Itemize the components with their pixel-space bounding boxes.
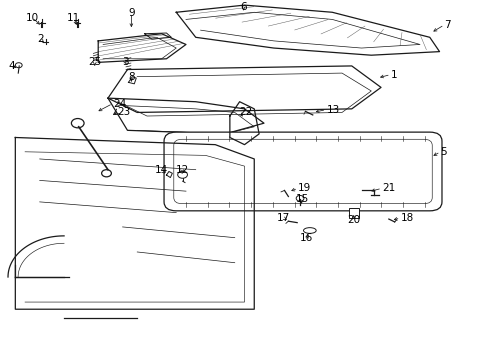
Polygon shape bbox=[15, 138, 254, 309]
Polygon shape bbox=[128, 77, 136, 84]
Text: 2: 2 bbox=[37, 34, 44, 44]
Text: 13: 13 bbox=[326, 105, 339, 114]
Text: 23: 23 bbox=[118, 107, 131, 117]
Text: 5: 5 bbox=[440, 147, 446, 157]
Text: 8: 8 bbox=[128, 72, 134, 82]
Text: 15: 15 bbox=[295, 194, 308, 204]
Polygon shape bbox=[166, 171, 172, 177]
Polygon shape bbox=[108, 98, 264, 134]
Ellipse shape bbox=[303, 228, 316, 233]
Text: 9: 9 bbox=[128, 8, 134, 18]
Text: 17: 17 bbox=[276, 213, 289, 223]
Text: 20: 20 bbox=[346, 215, 360, 225]
Polygon shape bbox=[98, 34, 185, 62]
Text: 6: 6 bbox=[240, 2, 246, 12]
FancyBboxPatch shape bbox=[163, 132, 441, 211]
Text: 4: 4 bbox=[8, 61, 15, 71]
Text: 10: 10 bbox=[26, 13, 39, 23]
Polygon shape bbox=[229, 102, 259, 145]
Text: 7: 7 bbox=[444, 20, 450, 30]
Polygon shape bbox=[176, 5, 439, 55]
Polygon shape bbox=[108, 66, 380, 112]
Text: 25: 25 bbox=[88, 57, 101, 67]
Text: 12: 12 bbox=[175, 165, 188, 175]
Text: 19: 19 bbox=[298, 183, 311, 193]
Text: 1: 1 bbox=[390, 69, 397, 80]
Text: 3: 3 bbox=[122, 57, 128, 67]
Text: 21: 21 bbox=[381, 183, 394, 193]
Bar bbox=[348, 208, 358, 218]
Text: 24: 24 bbox=[113, 99, 126, 108]
Text: 14: 14 bbox=[155, 165, 168, 175]
Text: 16: 16 bbox=[300, 233, 313, 243]
Polygon shape bbox=[144, 33, 171, 39]
Text: 11: 11 bbox=[67, 13, 81, 23]
Text: 18: 18 bbox=[400, 213, 413, 223]
Text: 22: 22 bbox=[239, 107, 252, 117]
